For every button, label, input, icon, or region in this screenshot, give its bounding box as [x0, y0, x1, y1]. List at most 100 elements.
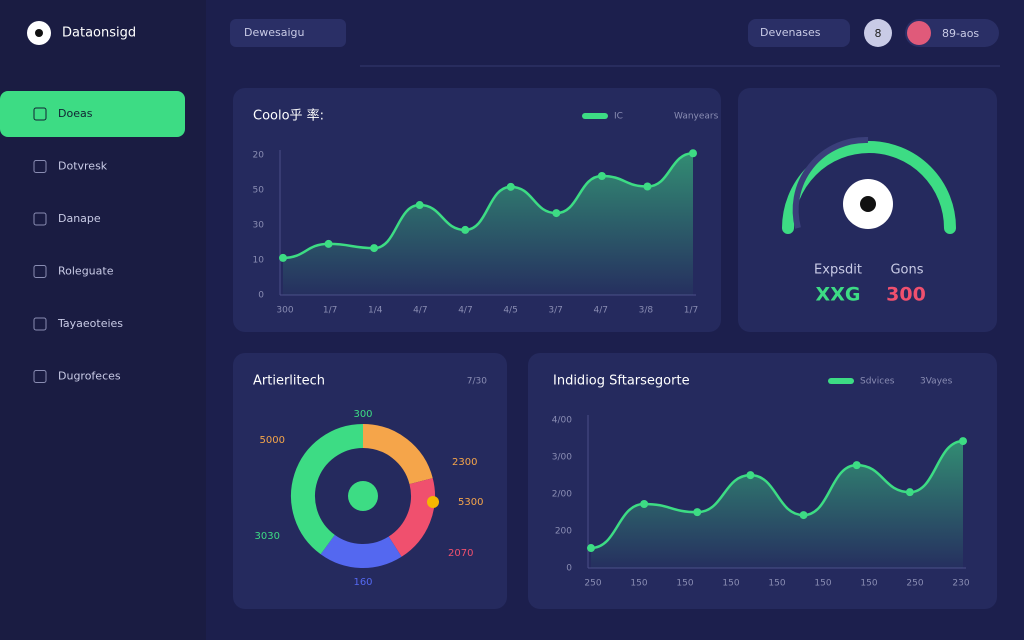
point — [640, 499, 649, 508]
x-tick-label: 4/7 — [458, 306, 472, 316]
x-tick-label: 3/8 — [639, 306, 654, 316]
gauge-label: Expsdit — [814, 263, 862, 278]
x-tick-label: 4/7 — [594, 306, 608, 316]
donut-segment — [362, 424, 433, 485]
nav-icon — [33, 317, 47, 331]
legend-label: 3Vayes — [920, 377, 953, 387]
point — [552, 209, 561, 218]
x-tick-label: 3/7 — [548, 306, 562, 316]
point — [693, 508, 702, 517]
donut-label: 3030 — [255, 531, 280, 542]
chart-title: Indidiog Sftarsegorte — [553, 374, 690, 389]
chart-title: Artierlitech — [253, 374, 325, 389]
y-tick-label: 30 — [253, 221, 265, 231]
legend-label: Sdvices — [860, 377, 895, 387]
action-button[interactable] — [748, 19, 850, 47]
nav-item: Dugrofeces — [58, 370, 121, 383]
donut-label: 2300 — [452, 457, 477, 468]
point — [959, 437, 967, 446]
point — [415, 201, 424, 210]
y-tick-label: 0 — [258, 291, 264, 301]
badge-text: 8 — [875, 27, 882, 40]
gauge-label: Gons — [890, 263, 923, 278]
x-tick-label: 150 — [860, 579, 877, 589]
search-box[interactable] — [230, 19, 346, 47]
point — [324, 239, 333, 248]
legend-swatch — [828, 378, 854, 384]
point — [279, 253, 287, 262]
x-tick-label: 230 — [952, 579, 969, 589]
y-tick-label: 200 — [555, 527, 572, 537]
point — [597, 172, 606, 180]
nav-item: Tayaeoteies — [57, 317, 123, 330]
point — [799, 511, 808, 520]
point — [746, 471, 755, 480]
y-tick-label: 0 — [566, 564, 572, 574]
search-text: Dewesaigu — [244, 26, 304, 39]
donut-segment — [388, 478, 435, 557]
chart-title: Coolo乎 率: — [253, 108, 324, 124]
nav-item: Doeas — [58, 107, 93, 120]
area — [591, 441, 963, 568]
gauge-track — [792, 136, 869, 229]
donut-marker — [427, 496, 439, 508]
nav-item: Dotvresk — [58, 160, 108, 173]
line — [282, 152, 694, 260]
point — [689, 149, 697, 158]
nav-active[interactable] — [0, 91, 185, 137]
donut-label: 5000 — [260, 435, 285, 446]
x-tick-label: 150 — [676, 579, 693, 589]
y-tick-label: 10 — [253, 256, 265, 266]
point — [905, 488, 914, 497]
x-tick-label: 4/5 — [503, 306, 517, 316]
y-tick-label: 20 — [253, 151, 265, 161]
x-tick-label: 150 — [630, 579, 647, 589]
y-tick-label: 3/00 — [552, 453, 572, 463]
point — [506, 182, 515, 191]
donut-label: 2070 — [448, 548, 473, 559]
x-tick-label: 300 — [276, 306, 293, 316]
button-text: Devenases — [760, 26, 821, 39]
x-tick-label: 150 — [722, 579, 739, 589]
y-tick-label: 50 — [253, 186, 265, 196]
donut-center — [348, 481, 378, 511]
y-tick-label: 2/00 — [552, 490, 572, 500]
donut-label: 5300 — [458, 497, 483, 508]
nav-icon — [33, 370, 47, 383]
point — [461, 225, 470, 234]
donut-label: 300 — [353, 409, 372, 420]
x-tick-label: 150 — [814, 579, 831, 589]
gauge-readout: XXG — [816, 284, 861, 306]
chart-subtitle: 7/30 — [467, 377, 487, 387]
legend-label: Wanyears — [674, 112, 719, 122]
x-tick-label: 1/7 — [684, 306, 698, 316]
area — [283, 153, 693, 295]
legend-label: IC — [614, 112, 623, 122]
point — [587, 544, 595, 553]
point — [852, 461, 861, 470]
user-name: 89-aos — [942, 27, 979, 40]
nav-icon — [33, 265, 47, 278]
nav-icon — [33, 107, 47, 121]
nav-icon — [33, 160, 47, 173]
card — [233, 353, 507, 609]
ball-spot — [860, 196, 876, 212]
gauge-readout: 300 — [886, 284, 926, 306]
nav-icon — [33, 212, 47, 226]
nav-item: Roleguate — [58, 265, 114, 278]
badge-circle[interactable] — [864, 19, 892, 47]
point — [643, 182, 652, 191]
x-tick-label: 1/7 — [323, 306, 337, 316]
brand: Dataonsigd — [62, 26, 136, 41]
x-tick-label: 4/7 — [413, 306, 427, 316]
legend-swatch — [582, 113, 608, 119]
point — [370, 244, 379, 253]
x-tick-label: 250 — [906, 579, 923, 589]
y-tick-label: 4/00 — [552, 416, 572, 426]
x-tick-label: 150 — [768, 579, 785, 589]
logo-spot — [35, 29, 43, 37]
avatar — [907, 21, 931, 45]
donut-segment — [291, 424, 364, 555]
